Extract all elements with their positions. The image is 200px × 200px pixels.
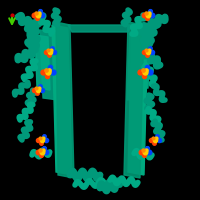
Polygon shape: [40, 30, 58, 100]
Polygon shape: [35, 35, 50, 90]
Polygon shape: [128, 25, 148, 175]
Polygon shape: [127, 30, 145, 100]
Polygon shape: [52, 25, 72, 175]
Polygon shape: [56, 22, 74, 178]
Polygon shape: [135, 35, 150, 90]
Polygon shape: [68, 25, 132, 32]
Polygon shape: [124, 22, 144, 178]
